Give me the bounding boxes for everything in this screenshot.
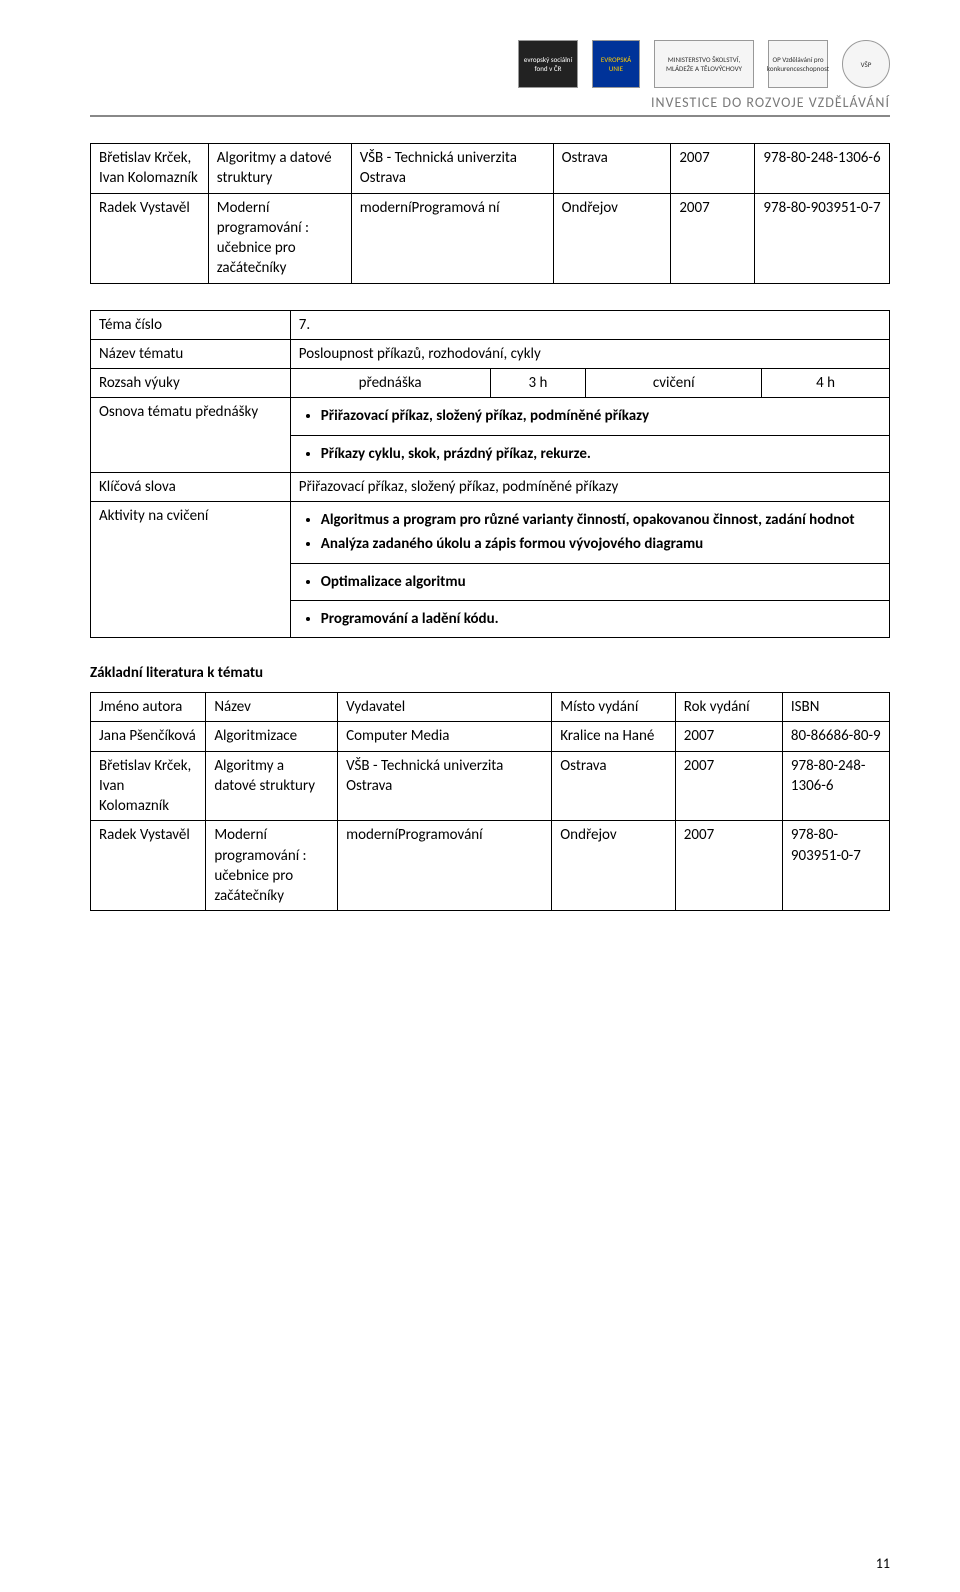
cell-isbn: 80-86686-80-9: [782, 722, 889, 751]
ministry-logo: MINISTERSTVO ŠKOLSTVÍ, MLÁDEŽE A TĚLOVÝC…: [654, 40, 754, 88]
topic-number-value: 7.: [290, 310, 889, 339]
keywords-row: Klíčová slova Přiřazovací příkaz, složen…: [91, 472, 890, 501]
keywords-value: Přiřazovací příkaz, složený příkaz, podm…: [290, 472, 889, 501]
cell-year: 2007: [675, 722, 782, 751]
cell-year: 2007: [675, 821, 782, 911]
topic-number-row: Téma číslo 7.: [91, 310, 890, 339]
col-publisher: Vydavatel: [338, 693, 552, 722]
cell-place: Ondřejov: [552, 821, 676, 911]
cell-year: 2007: [671, 193, 755, 283]
bullet-item: Přiřazovací příkaz, složený příkaz, podm…: [321, 406, 881, 426]
cell-title: Moderní programování : učebnice pro začá…: [208, 193, 351, 283]
page-number: 11: [876, 1555, 890, 1572]
activities-row-1: Aktivity na cvičení Algoritmus a program…: [91, 502, 890, 564]
activity-cell: Optimalizace algoritmu: [290, 563, 889, 600]
page: evropský sociální fond v ČR EVROPSKÁ UNI…: [0, 0, 960, 1592]
osnova-label: Osnova tématu přednášky: [91, 398, 291, 473]
activity-cell: Programování a ladění kódu.: [290, 600, 889, 637]
table-row: Břetislav Krček, Ivan Kolomazník Algorit…: [91, 751, 890, 821]
vsp-logo: VŠP: [842, 40, 890, 88]
scope-lecture-hours: 3 h: [490, 369, 586, 398]
op-logo: OP Vzdělávání pro konkurenceschopnost: [768, 40, 828, 88]
cell-isbn: 978-80-903951-0-7: [782, 821, 889, 911]
cell-isbn: 978-80-248-1306-6: [782, 751, 889, 821]
table-row: Jana Pšenčíková Algoritmizace Computer M…: [91, 722, 890, 751]
scope-practice-hours: 4 h: [762, 369, 890, 398]
cell-publisher: VŠB - Technická univerzita Ostrava: [351, 144, 553, 194]
header-rule: [90, 115, 890, 117]
bullet-item: Algoritmus a program pro různé varianty …: [321, 510, 881, 530]
cell-title: Algoritmy a datové struktury: [206, 751, 338, 821]
scope-practice-label: cvičení: [586, 369, 762, 398]
literature-header-row: Jméno autora Název Vydavatel Místo vydán…: [91, 693, 890, 722]
scope-lecture-label: přednáška: [290, 369, 490, 398]
cell-title: Moderní programování : učebnice pro začá…: [206, 821, 338, 911]
bullet-item: Analýza zadaného úkolu a zápis formou vý…: [321, 534, 881, 554]
cell-title: Algoritmizace: [206, 722, 338, 751]
literature-table: Jméno autora Název Vydavatel Místo vydán…: [90, 692, 890, 911]
cell-author: Břetislav Krček, Ivan Kolomazník: [91, 144, 209, 194]
eu-logo: EVROPSKÁ UNIE: [592, 40, 640, 88]
table-row: Radek Vystavěl Moderní programování : uč…: [91, 193, 890, 283]
osnova-cell: Příkazy cyklu, skok, prázdný příkaz, rek…: [290, 435, 889, 472]
cell-author: Radek Vystavěl: [91, 193, 209, 283]
cell-publisher: Computer Media: [338, 722, 552, 751]
cell-year: 2007: [671, 144, 755, 194]
esf-logo: evropský sociální fond v ČR: [518, 40, 578, 88]
activities-label: Aktivity na cvičení: [91, 502, 291, 638]
topic-number-label: Téma číslo: [91, 310, 291, 339]
keywords-label: Klíčová slova: [91, 472, 291, 501]
bullet-item: Příkazy cyklu, skok, prázdný příkaz, rek…: [321, 444, 881, 464]
literature-heading: Základní literatura k tématu: [90, 664, 890, 682]
scope-row: Rozsah výuky přednáška 3 h cvičení 4 h: [91, 369, 890, 398]
cell-author: Břetislav Krček, Ivan Kolomazník: [91, 751, 206, 821]
cell-place: Kralice na Hané: [552, 722, 676, 751]
topic-name-value: Posloupnost příkazů, rozhodování, cykly: [290, 339, 889, 368]
table-row: Břetislav Krček, Ivan Kolomazník Algorit…: [91, 144, 890, 194]
osnova-row-1: Osnova tématu přednášky Přiřazovací přík…: [91, 398, 890, 435]
cell-place: Ostrava: [552, 751, 676, 821]
cell-place: Ostrava: [553, 144, 671, 194]
topic-table: Téma číslo 7. Název tématu Posloupnost p…: [90, 310, 890, 639]
activity-cell: Algoritmus a program pro různé varianty …: [290, 502, 889, 564]
col-author: Jméno autora: [91, 693, 206, 722]
header-logos: evropský sociální fond v ČR EVROPSKÁ UNI…: [90, 40, 890, 88]
topic-name-row: Název tématu Posloupnost příkazů, rozhod…: [91, 339, 890, 368]
cell-author: Radek Vystavěl: [91, 821, 206, 911]
cell-year: 2007: [675, 751, 782, 821]
continuation-table: Břetislav Krček, Ivan Kolomazník Algorit…: [90, 143, 890, 284]
col-place: Místo vydání: [552, 693, 676, 722]
col-isbn: ISBN: [782, 693, 889, 722]
cell-author: Jana Pšenčíková: [91, 722, 206, 751]
table-row: Radek Vystavěl Moderní programování : uč…: [91, 821, 890, 911]
col-title: Název: [206, 693, 338, 722]
tagline: INVESTICE DO ROZVOJE VZDĚLÁVÁNÍ: [90, 94, 890, 111]
cell-publisher: moderníProgramová ní: [351, 193, 553, 283]
scope-label: Rozsah výuky: [91, 369, 291, 398]
cell-isbn: 978-80-248-1306-6: [755, 144, 890, 194]
bullet-item: Programování a ladění kódu.: [321, 609, 881, 629]
cell-publisher: moderníProgramování: [338, 821, 552, 911]
cell-place: Ondřejov: [553, 193, 671, 283]
topic-name-label: Název tématu: [91, 339, 291, 368]
osnova-cell: Přiřazovací příkaz, složený příkaz, podm…: [290, 398, 889, 435]
cell-title: Algoritmy a datové struktury: [208, 144, 351, 194]
bullet-item: Optimalizace algoritmu: [321, 572, 881, 592]
cell-isbn: 978-80-903951-0-7: [755, 193, 890, 283]
cell-publisher: VŠB - Technická univerzita Ostrava: [338, 751, 552, 821]
col-year: Rok vydání: [675, 693, 782, 722]
